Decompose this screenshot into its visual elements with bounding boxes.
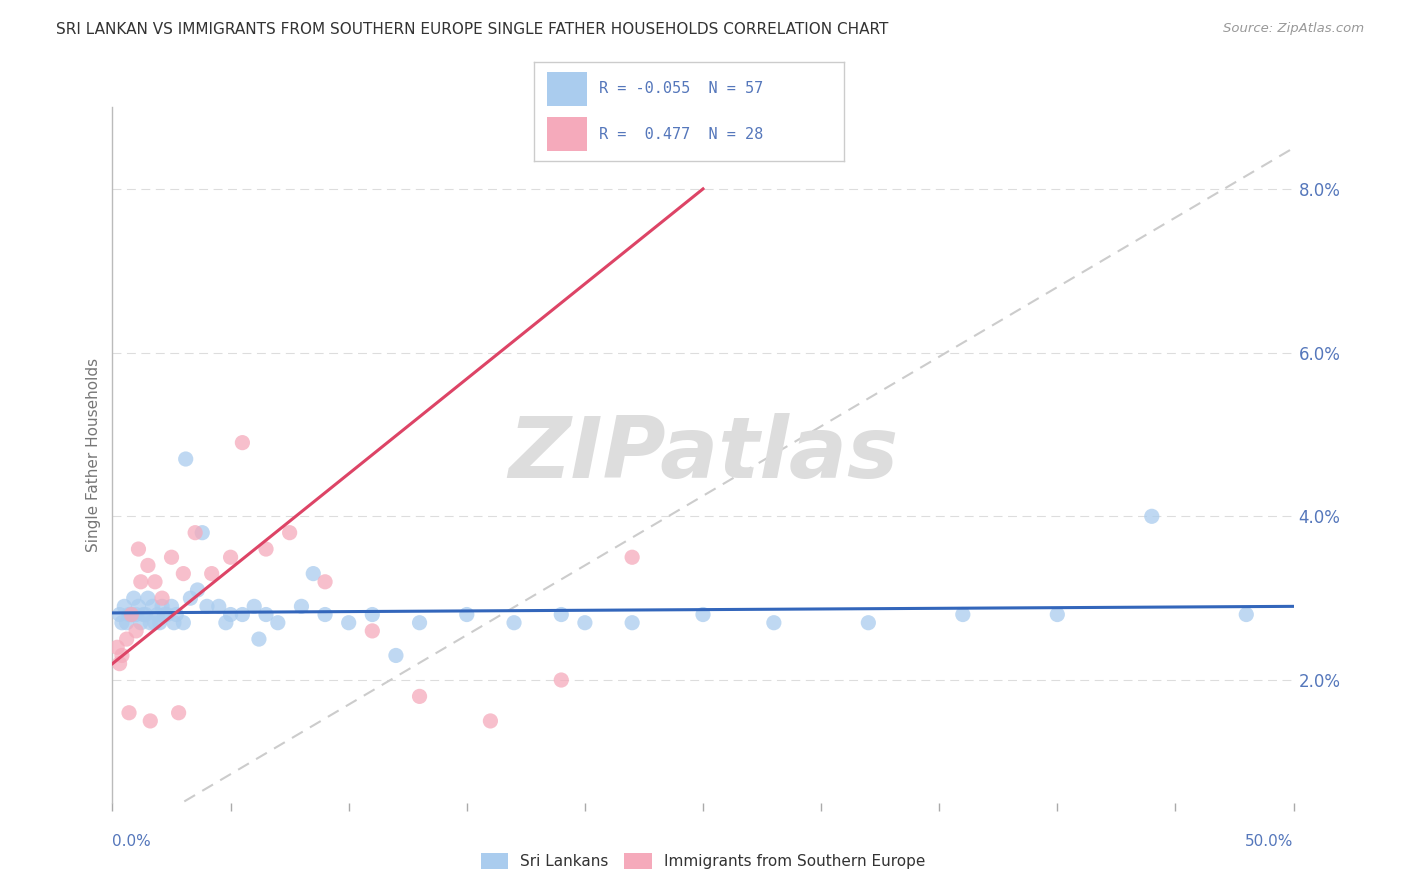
Point (139, 714, 162, 728)
Point (120, 607, 142, 622)
Point (247, 632, 270, 646)
Point (127, 599, 149, 614)
Text: R =  0.477  N = 28: R = 0.477 N = 28 (599, 127, 763, 142)
Point (231, 607, 253, 622)
Point (118, 607, 141, 622)
Point (139, 615, 162, 630)
Point (858, 615, 880, 630)
Point (550, 673, 572, 687)
Point (143, 574, 166, 589)
Point (150, 599, 173, 614)
Point (479, 714, 502, 728)
Point (219, 550, 242, 565)
Point (254, 542, 277, 557)
Point (172, 615, 194, 630)
Point (361, 624, 384, 638)
Point (314, 607, 336, 622)
Point (1234, 607, 1257, 622)
Point (208, 599, 231, 614)
Y-axis label: Single Father Households: Single Father Households (86, 358, 101, 552)
Point (290, 599, 312, 614)
Point (156, 607, 179, 622)
Point (129, 574, 152, 589)
Point (132, 607, 155, 622)
Point (115, 632, 138, 646)
Text: 50.0%: 50.0% (1246, 834, 1294, 849)
Point (160, 599, 183, 614)
Point (125, 624, 148, 638)
Point (385, 648, 408, 663)
Point (1046, 607, 1069, 622)
Point (215, 615, 238, 630)
Point (108, 607, 131, 622)
Point (692, 607, 714, 622)
Point (127, 542, 149, 557)
Point (165, 607, 187, 622)
Point (112, 599, 135, 614)
Point (191, 525, 214, 540)
Point (125, 607, 148, 622)
Point (143, 615, 166, 630)
Point (179, 591, 201, 606)
Point (201, 566, 224, 581)
Text: SRI LANKAN VS IMMIGRANTS FROM SOUTHERN EUROPE SINGLE FATHER HOUSEHOLDS CORRELATI: SRI LANKAN VS IMMIGRANTS FROM SOUTHERN E… (56, 22, 889, 37)
Point (456, 607, 478, 622)
Text: R = -0.055  N = 57: R = -0.055 N = 57 (599, 81, 763, 96)
Point (174, 452, 197, 467)
Point (122, 591, 145, 606)
Point (136, 591, 159, 606)
Point (129, 615, 152, 630)
Legend: Sri Lankans, Immigrants from Southern Europe: Sri Lankans, Immigrants from Southern Eu… (475, 847, 931, 875)
Point (172, 566, 194, 581)
Point (621, 550, 644, 565)
Point (550, 607, 572, 622)
Point (111, 615, 134, 630)
Point (153, 607, 176, 622)
Point (115, 615, 138, 630)
Point (408, 690, 430, 704)
Point (105, 640, 128, 655)
Text: ZIPatlas: ZIPatlas (508, 413, 898, 497)
Point (111, 648, 134, 663)
Point (167, 706, 190, 720)
Point (408, 615, 430, 630)
Point (163, 615, 186, 630)
Point (267, 615, 290, 630)
Point (108, 657, 131, 671)
Bar (547, 72, 586, 105)
Point (146, 607, 169, 622)
Point (361, 607, 384, 622)
Point (195, 599, 218, 614)
Point (1140, 509, 1163, 524)
Point (149, 615, 172, 630)
Point (254, 607, 277, 622)
Point (621, 615, 644, 630)
Point (142, 599, 165, 614)
Point (302, 566, 325, 581)
Point (160, 550, 183, 565)
Point (337, 615, 360, 630)
Point (150, 591, 173, 606)
Point (118, 706, 141, 720)
Point (762, 615, 785, 630)
Bar (547, 118, 586, 151)
Point (135, 607, 157, 622)
Point (278, 525, 301, 540)
Point (952, 607, 974, 622)
Text: Source: ZipAtlas.com: Source: ZipAtlas.com (1223, 22, 1364, 36)
Point (120, 607, 142, 622)
Point (503, 615, 526, 630)
Point (231, 435, 253, 450)
Point (219, 607, 242, 622)
Point (184, 525, 207, 540)
Point (186, 582, 208, 597)
Text: 0.0%: 0.0% (112, 834, 152, 849)
Point (243, 599, 266, 614)
Point (136, 558, 159, 573)
Point (574, 615, 596, 630)
Point (314, 574, 336, 589)
